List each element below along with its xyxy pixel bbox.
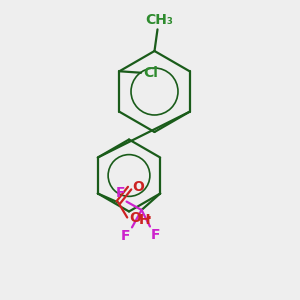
Text: F: F [121,229,130,243]
Text: Cl: Cl [143,66,158,80]
Text: H: H [139,213,150,227]
Text: ·: · [145,210,152,228]
Text: F: F [151,228,160,242]
Text: O: O [130,211,142,225]
Text: CH₃: CH₃ [145,13,173,27]
Text: F: F [116,186,125,200]
Text: O: O [133,180,145,194]
